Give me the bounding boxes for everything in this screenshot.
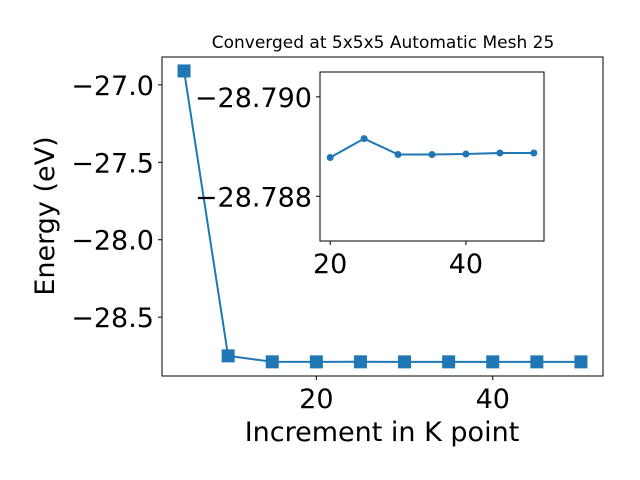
x-tick-label: 20 xyxy=(299,384,333,415)
data-point xyxy=(221,349,235,363)
y-axis-label: Energy (eV) xyxy=(30,136,61,295)
data-point xyxy=(353,355,367,369)
main-plot: 20 40 −27.0−27.5−28.0−28.5 xyxy=(71,56,604,415)
inset-y-ticks: −28.790 −28.788 xyxy=(195,83,320,213)
x-axis-label: Increment in K point xyxy=(245,417,520,448)
y-tick-label: −28.5 xyxy=(71,303,154,334)
main-x-ticks: 20 40 xyxy=(299,376,510,415)
series-line xyxy=(183,70,581,363)
inset-plot: 20 40 −28.790−28.788 xyxy=(195,71,545,280)
data-point xyxy=(309,355,323,369)
data-point xyxy=(530,149,538,157)
data-point xyxy=(394,151,402,159)
data-point xyxy=(486,355,500,369)
data-point xyxy=(360,135,368,143)
data-point xyxy=(326,153,334,161)
data-point xyxy=(177,64,191,78)
data-point xyxy=(496,149,504,157)
data-point xyxy=(530,355,544,369)
main-title: Converged at 5x5x5 Automatic Mesh 25 xyxy=(212,33,555,53)
data-point xyxy=(442,355,456,369)
y-tick-label: −28.788 xyxy=(195,182,312,213)
y-tick-label: −27.0 xyxy=(71,71,154,102)
data-point xyxy=(428,151,436,159)
data-point xyxy=(398,355,412,369)
y-tick-label: −28.790 xyxy=(195,83,312,114)
x-tick-label: 40 xyxy=(476,384,510,415)
y-tick-label: −27.5 xyxy=(71,148,154,179)
main-plot-frame xyxy=(161,56,604,377)
x-tick-label: 20 xyxy=(313,249,347,280)
inset-plot-frame xyxy=(319,71,545,242)
main-y-ticks: −27.0 −27.5 −28.0 −28.5 xyxy=(71,71,162,334)
data-point xyxy=(462,150,470,158)
y-tick-label: −28.0 xyxy=(71,226,154,257)
main-series xyxy=(177,64,588,369)
data-point xyxy=(265,355,279,369)
inset-x-ticks: 20 40 xyxy=(313,241,483,280)
x-tick-label: 40 xyxy=(449,249,483,280)
data-point xyxy=(574,355,588,369)
inset-series xyxy=(326,135,538,161)
